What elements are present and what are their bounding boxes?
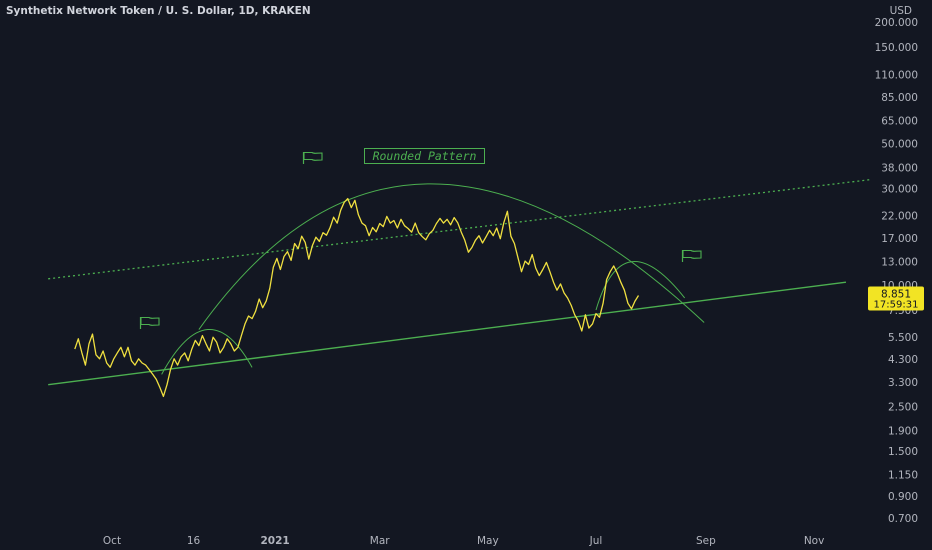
plot-clip-group [48,179,870,398]
support-trend-line [48,281,847,386]
y-tick-label: 200.000 [875,17,918,29]
last-price: 8.851 [881,288,911,300]
price-line [74,197,640,398]
pattern-label: Rounded Pattern [373,149,477,163]
y-tick-label: 50.000 [881,139,918,151]
y-tick-label: 0.900 [888,491,918,503]
x-tick-label: Oct [103,535,121,547]
y-tick-label: 3.300 [888,377,918,389]
y-tick-label: 85.000 [881,92,918,104]
pattern-label-box: Rounded Pattern [364,148,485,164]
x-axis: Oct 16 2021 Mar May Jul Sep Nov [103,535,824,547]
x-tick-label: Jul [589,535,603,547]
y-tick-label: 13.000 [881,257,918,269]
countdown: 17:59:31 [874,299,919,310]
y-tick-label: 5.500 [888,332,918,344]
y-tick-label: 22.000 [881,211,918,223]
y-tick-label: 2.500 [888,401,918,413]
rounded-pattern-arc [198,183,705,330]
rounded-arc [161,329,253,375]
price-badge-bg [868,286,924,311]
x-tick-label: Nov [804,535,825,547]
x-tick-label: May [477,535,499,547]
y-tick-label: 4.300 [888,354,918,366]
y-tick-label: 0.700 [888,513,918,525]
dotted-trend-line [48,179,870,280]
y-tick-label: 17.000 [881,233,918,245]
flag-icon [681,249,702,262]
flag-icon [302,151,323,164]
annotations: Rounded Pattern [139,148,702,329]
chart-title: Synthetix Network Token / U. S. Dollar, … [6,5,311,17]
plot-area[interactable] [48,175,910,398]
y-tick-label: 1.150 [888,469,918,481]
flag-icon [139,316,160,329]
y-tick-label: 150.000 [875,42,918,54]
y-tick-label: 1.500 [888,446,918,458]
rounded-arc [595,261,686,311]
y-tick-label: 38.000 [881,163,918,175]
y-axis-unit: USD [890,5,912,17]
y-tick-label: 65.000 [881,116,918,128]
y-tick-label: 30.000 [881,183,918,195]
x-tick-label: 16 [187,535,201,547]
x-tick-label: Mar [370,535,390,547]
x-tick-label: 2021 [260,535,289,547]
y-tick-label: 110.000 [875,69,918,81]
x-tick-label: Sep [696,535,716,547]
y-tick-label: 1.900 [888,425,918,437]
